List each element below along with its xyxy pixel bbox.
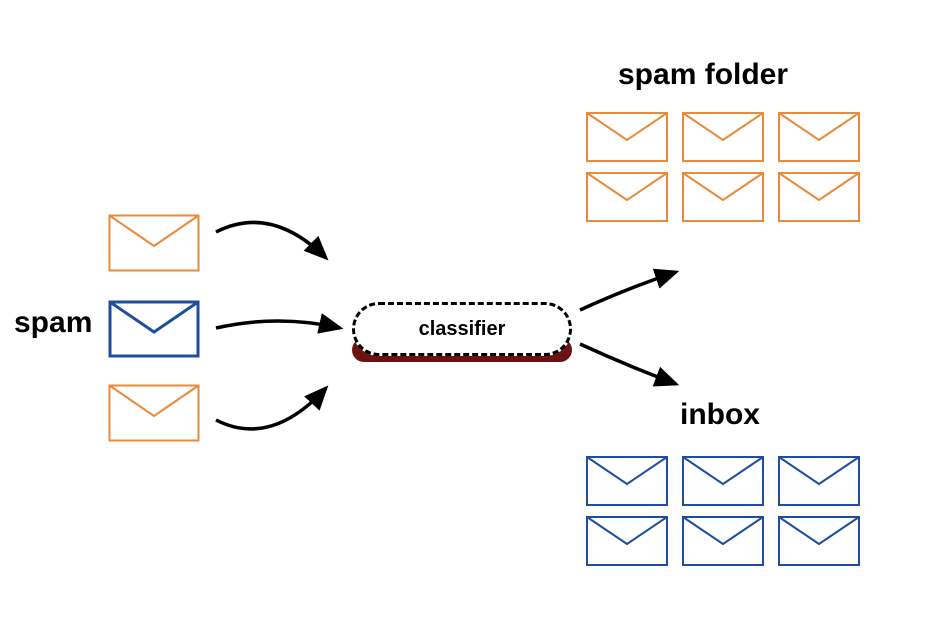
envelope-icon xyxy=(586,172,668,222)
spam-label: spam xyxy=(14,306,92,340)
envelope-icon xyxy=(778,456,860,506)
envelope-icon xyxy=(682,516,764,566)
envelope-icon xyxy=(586,112,668,162)
spam-folder-grid xyxy=(586,112,860,222)
envelope-icon xyxy=(108,214,200,272)
input-envelope-3 xyxy=(108,384,200,447)
classifier-label: classifier xyxy=(419,318,506,341)
envelope-icon xyxy=(778,172,860,222)
input-envelope-1 xyxy=(108,214,200,277)
envelope-icon xyxy=(682,456,764,506)
input-envelope-2 xyxy=(108,300,200,363)
envelope-icon xyxy=(586,456,668,506)
inbox-grid xyxy=(586,456,860,566)
envelope-icon xyxy=(778,112,860,162)
inbox-label: inbox xyxy=(680,398,760,432)
spam-folder-label: spam folder xyxy=(618,58,788,92)
envelope-icon xyxy=(682,112,764,162)
envelope-icon xyxy=(108,384,200,442)
envelope-icon xyxy=(586,516,668,566)
envelope-icon xyxy=(108,300,200,358)
envelope-icon xyxy=(682,172,764,222)
envelope-icon xyxy=(778,516,860,566)
classifier-node: classifier xyxy=(352,302,572,356)
